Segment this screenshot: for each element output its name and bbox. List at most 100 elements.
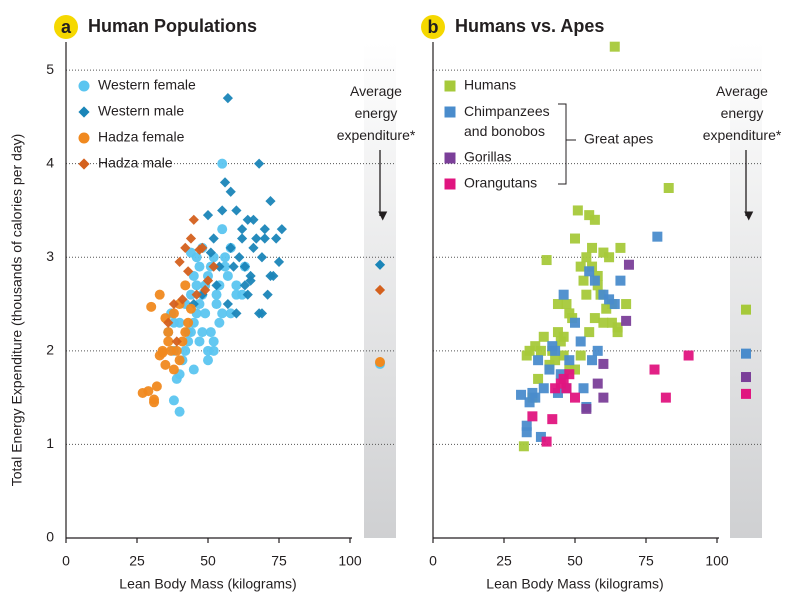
point [180, 345, 191, 356]
point [220, 261, 231, 272]
point [533, 373, 544, 384]
point [598, 392, 609, 403]
point [231, 280, 242, 291]
point [578, 275, 589, 286]
point [254, 308, 265, 319]
panel-badge [421, 15, 445, 39]
point [236, 233, 248, 244]
point [168, 395, 179, 406]
point [575, 350, 586, 361]
point [615, 275, 626, 286]
point [606, 317, 617, 328]
point [558, 373, 569, 384]
point [254, 158, 265, 169]
point [276, 224, 287, 235]
point [587, 242, 598, 253]
point [652, 231, 663, 242]
point [547, 341, 558, 352]
point [188, 214, 199, 225]
point [248, 214, 259, 225]
point [521, 427, 532, 438]
point [256, 252, 268, 263]
point [259, 233, 270, 244]
point [581, 252, 592, 263]
point [592, 345, 603, 356]
point [550, 383, 561, 394]
annotation-line: expenditure* [703, 127, 782, 143]
legend-line: Chimpanzees [464, 103, 550, 119]
point [180, 242, 191, 253]
point [146, 301, 157, 312]
point [225, 186, 236, 197]
point [163, 327, 174, 338]
point [211, 299, 222, 310]
point [177, 336, 188, 347]
average-point [374, 259, 386, 270]
y-tick-label: 2 [46, 342, 54, 358]
point [575, 261, 586, 272]
point [598, 317, 609, 328]
point [609, 41, 620, 52]
point [609, 299, 620, 310]
point [208, 345, 219, 356]
point [570, 317, 580, 328]
point [649, 364, 660, 375]
annotation-line: Average [716, 83, 768, 99]
point [552, 299, 563, 310]
point [612, 322, 623, 333]
x-tick-label: 0 [62, 553, 70, 569]
point [518, 441, 529, 452]
point [683, 350, 694, 361]
legend-marker [444, 152, 456, 164]
average-point [741, 304, 751, 315]
x-tick-label: 25 [496, 553, 512, 569]
point [527, 411, 538, 422]
point [558, 331, 569, 342]
point [660, 392, 671, 403]
annotation: Average energy expenditure* [703, 83, 782, 143]
point [538, 383, 549, 394]
point [202, 210, 214, 221]
point [598, 247, 609, 258]
point [547, 414, 558, 425]
point [589, 275, 600, 286]
point [581, 289, 592, 300]
x-tick-label: 75 [638, 553, 654, 569]
point [535, 431, 546, 442]
legend-marker [78, 106, 90, 118]
point [225, 308, 236, 319]
point [180, 280, 191, 291]
point [535, 345, 546, 356]
point [533, 355, 544, 366]
point [663, 182, 674, 193]
point [516, 389, 527, 400]
point [191, 280, 202, 291]
point [621, 315, 632, 326]
average-point [741, 388, 751, 399]
point [598, 289, 609, 300]
x-axis-label: Lean Body Mass (kilograms) [486, 576, 663, 592]
point [570, 233, 580, 244]
x-tick-label: 100 [705, 553, 729, 569]
point [228, 261, 239, 272]
point [262, 289, 273, 300]
point [160, 359, 171, 370]
point [222, 298, 233, 310]
point [621, 299, 632, 310]
point [217, 158, 228, 169]
point [570, 364, 580, 375]
point [623, 259, 634, 270]
annotation-line: expenditure* [337, 127, 416, 143]
point [231, 289, 242, 300]
point [541, 436, 552, 447]
point [143, 386, 154, 397]
point [163, 336, 174, 347]
point [168, 308, 179, 319]
point [592, 378, 603, 389]
point [151, 381, 162, 392]
point [598, 358, 609, 369]
legend-marker [78, 132, 90, 144]
point [219, 177, 231, 188]
point [185, 289, 196, 300]
legend-line: and bonobos [464, 123, 545, 139]
